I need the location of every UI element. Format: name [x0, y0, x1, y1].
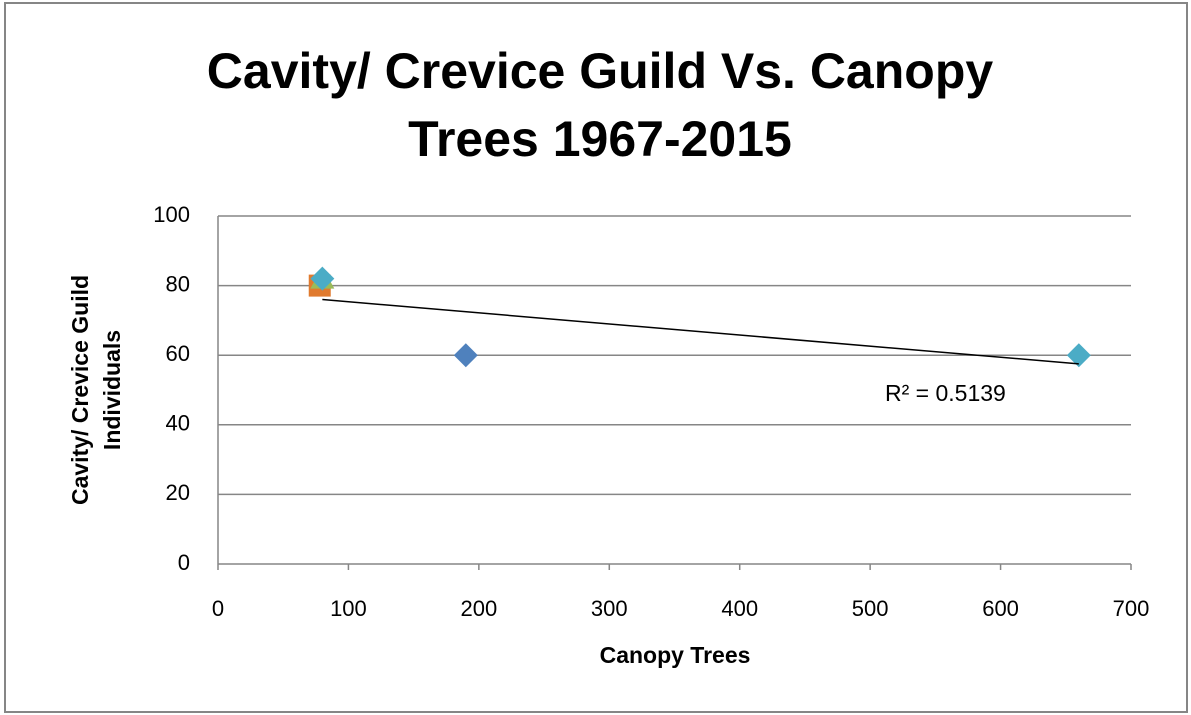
x-tick-label: 700	[1113, 596, 1150, 621]
y-axis-label: Cavity/ Crevice Guild	[67, 275, 93, 505]
y-tick-label: 60	[166, 341, 190, 366]
chart-frame	[4, 2, 1188, 713]
point	[1066, 343, 1091, 368]
y-tick-label: 40	[166, 411, 190, 436]
r-squared: R² = 0.5139	[885, 380, 1006, 406]
x-tick-label: 400	[721, 596, 758, 621]
x-tick-label: 500	[852, 596, 889, 621]
x-tick-label: 0	[212, 596, 224, 621]
y-tick-label: 20	[166, 480, 190, 505]
y-axis-label: Individuals	[99, 330, 125, 450]
trendline	[322, 298, 1079, 365]
y-tick-label: 100	[153, 202, 190, 227]
y-tick-label: 0	[178, 550, 190, 575]
x-tick-label: 200	[460, 596, 497, 621]
y-tick-label: 80	[166, 271, 190, 296]
x-tick-label: 600	[982, 596, 1019, 621]
x-axis-label: Canopy Trees	[600, 642, 751, 668]
chart-title: Cavity/ Crevice Guild Vs. Canopy	[207, 43, 994, 99]
x-tick-label: 300	[591, 596, 628, 621]
point	[453, 343, 478, 368]
chart-title: Trees 1967-2015	[408, 111, 792, 167]
point	[310, 266, 335, 291]
x-tick-label: 100	[330, 596, 367, 621]
